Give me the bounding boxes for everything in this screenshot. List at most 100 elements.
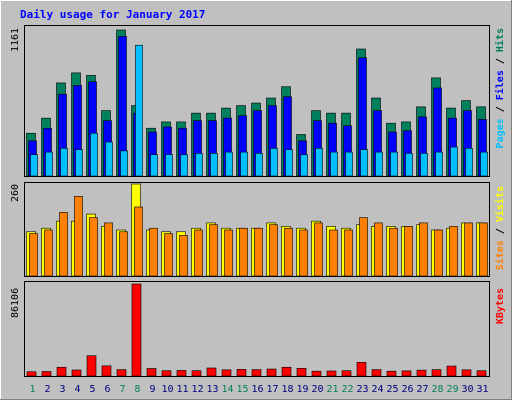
bar-pages-1 [30,154,38,177]
bar-sites-7 [119,231,128,277]
bars-hits-files-pages [26,29,488,177]
bar-pages-9 [150,154,158,177]
day-label-23: 23 [356,384,368,395]
day-label-15: 15 [236,384,248,395]
bar-sites-9 [149,227,158,277]
bar-sites-14 [224,229,233,277]
bar-sites-2 [44,229,53,277]
day-label-27: 27 [416,384,428,395]
bar-kbytes-30 [461,369,472,377]
bar-sites-1 [29,233,38,277]
bar-kbytes-8 [131,283,142,377]
bar-sites-23 [359,217,368,277]
bar-pages-7 [120,150,128,177]
bar-sites-31 [479,222,488,277]
bar-sites-24 [374,222,383,277]
bar-kbytes-10 [161,370,172,377]
bar-kbytes-9 [146,368,157,377]
bar-pages-4 [75,149,83,177]
bar-pages-12 [195,153,203,177]
day-label-2: 2 [44,384,50,395]
legend-pages: Pages [495,118,506,148]
day-label-13: 13 [206,384,218,395]
day-label-24: 24 [371,384,383,395]
bar-kbytes-29 [446,365,457,377]
legend-sites: Sites [494,240,506,270]
bars-sites-visits [26,183,488,277]
day-label-21: 21 [326,384,338,395]
bar-sites-26 [404,226,413,277]
bar-pages-14 [225,151,233,177]
bar-sites-15 [239,227,248,277]
bar-pages-6 [105,141,113,177]
legend-top-text: Pages / Files / Hits [494,28,506,148]
bar-kbytes-23 [356,362,367,377]
bar-kbytes-27 [416,369,427,377]
bar-pages-21 [330,151,338,177]
day-label-26: 26 [401,384,413,395]
legend-visits: Visits [494,186,506,222]
bars-kbytes [26,283,487,377]
bar-sites-17 [269,224,278,277]
bar-sites-8 [134,206,143,277]
bar-kbytes-16 [251,369,262,377]
bar-pages-22 [345,151,353,177]
day-label-9: 9 [149,384,155,395]
bar-pages-23 [360,149,368,177]
bar-kbytes-1 [26,371,37,377]
legend-hits-files-pages: Pages / Files / Hits [494,28,506,148]
bar-kbytes-25 [386,370,397,377]
day-label-10: 10 [161,384,173,395]
day-label-3: 3 [59,384,65,395]
legend-files: Files [494,70,506,100]
bar-kbytes-20 [311,370,322,377]
bar-sites-20 [314,222,323,277]
bar-sites-3 [59,212,68,277]
ymax-label-kbytes: 86106 [10,288,21,318]
bar-sites-11 [179,235,188,277]
x-axis-day-labels: 1 2 3 4 5 6 7 8 9 10 11 12 13 14 15 16 17 18 19 20 21 22 23 24 2… [29,384,488,395]
bar-sites-13 [209,224,218,277]
bar-pages-16 [255,153,263,177]
bar-kbytes-7 [116,369,127,377]
day-label-22: 22 [341,384,353,395]
bar-pages-19 [300,154,308,177]
day-label-30: 30 [461,384,473,395]
bar-pages-20 [315,148,323,177]
bar-pages-10 [165,154,173,177]
day-label-12: 12 [191,384,203,395]
bar-pages-24 [375,151,383,177]
bar-sites-10 [164,233,173,277]
bar-sites-28 [434,229,443,277]
legend-hits: Hits [494,28,506,52]
bar-sites-18 [284,227,293,277]
day-label-18: 18 [281,384,293,395]
bar-pages-3 [60,148,68,177]
bar-sites-29 [449,226,458,277]
bar-kbytes-24 [371,369,382,377]
bar-pages-18 [285,149,293,177]
bar-kbytes-2 [41,371,52,377]
day-label-29: 29 [446,384,458,395]
bar-sites-21 [329,229,338,277]
bar-kbytes-19 [296,368,307,377]
bar-pages-15 [240,151,248,177]
bar-pages-11 [180,154,188,177]
bar-kbytes-6 [101,365,112,377]
bar-kbytes-28 [431,369,442,377]
bar-kbytes-5 [86,355,97,377]
day-label-7: 7 [119,384,125,395]
bar-pages-2 [45,151,53,177]
day-label-5: 5 [89,384,95,395]
bar-pages-29 [450,146,458,177]
bar-pages-26 [405,153,413,177]
day-label-16: 16 [251,384,263,395]
bar-sites-6 [104,222,113,277]
bar-sites-27 [419,222,428,277]
legend-kbytes: KBytes [495,288,506,324]
bar-pages-17 [270,148,278,177]
bar-kbytes-4 [71,369,82,377]
bar-pages-28 [435,151,443,177]
day-label-1: 1 [29,384,35,395]
day-label-17: 17 [266,384,278,395]
